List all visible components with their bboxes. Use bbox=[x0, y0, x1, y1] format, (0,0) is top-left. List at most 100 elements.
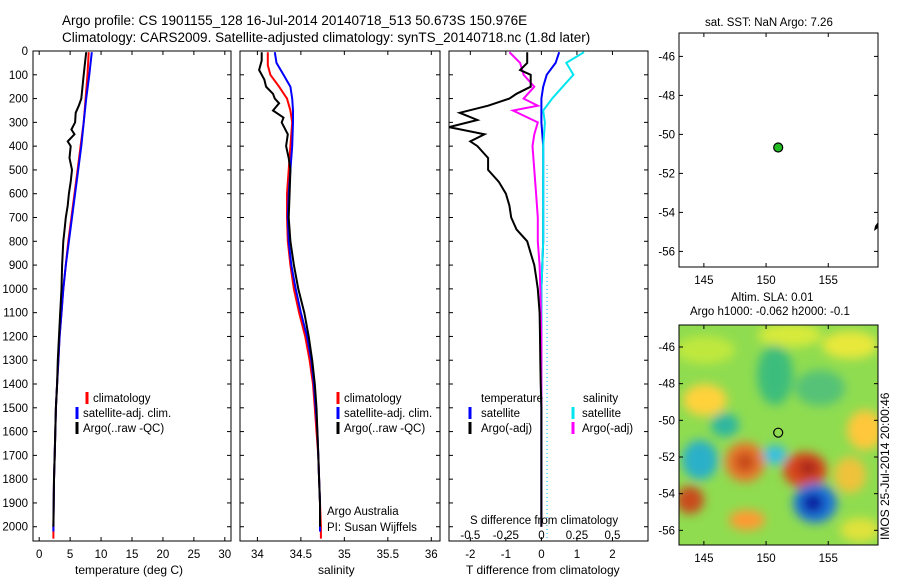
coastline-fragment bbox=[874, 222, 878, 231]
sla-blob bbox=[840, 518, 878, 542]
difference-top-label: S difference from climatology bbox=[470, 515, 618, 527]
legend-header-temperature: temperature bbox=[481, 393, 543, 405]
series-satellite bbox=[52, 52, 93, 532]
difference-x-ticks: -2 -1 0 1 2 bbox=[465, 51, 616, 561]
salinity-x-ticks: 34 34.5 35 35.5 36 bbox=[251, 51, 438, 561]
sla-blob bbox=[679, 336, 735, 364]
x-tick-label: 36 bbox=[425, 549, 438, 561]
sla-blob bbox=[834, 457, 866, 493]
sla-map-title-2: Argo h1000: -0.062 h2000: -0.1 bbox=[690, 306, 850, 318]
x-tick-label: 35 bbox=[338, 549, 351, 561]
temperature-series bbox=[52, 52, 93, 539]
s-diff-tick-label: 0 bbox=[538, 530, 544, 542]
s-diff-tick-label: 0.25 bbox=[566, 530, 588, 542]
sla-heatmap bbox=[679, 325, 878, 545]
difference-x-label: T difference from climatology bbox=[466, 563, 620, 577]
depth-tick-label: 1000 bbox=[2, 284, 28, 296]
x-tick-label: 35.5 bbox=[377, 549, 399, 561]
institution-label: Argo Australia bbox=[327, 506, 399, 518]
sla-blob bbox=[763, 445, 787, 465]
sla-blob bbox=[822, 331, 878, 359]
map-x-tick-label: 145 bbox=[694, 275, 713, 287]
series-argo bbox=[52, 52, 88, 527]
depth-tick-label: 700 bbox=[9, 213, 28, 225]
sla-blob bbox=[795, 370, 845, 406]
salinity-panel: 34 34.5 35 35.5 36 salinity climatology sate… bbox=[239, 50, 441, 577]
legend-label-climatology: climatology bbox=[344, 393, 402, 405]
depth-tick-labels: 0 100 200 300 400 500 600 700 800 900 1000 1100 1200… bbox=[2, 46, 648, 534]
depth-tick-label: 1900 bbox=[2, 498, 28, 510]
depth-tick-label: 200 bbox=[9, 94, 28, 106]
x-tick-label: 5 bbox=[67, 549, 73, 561]
map-y-tick-label: -52 bbox=[658, 452, 675, 464]
x-tick-label: 15 bbox=[126, 549, 139, 561]
series-argo_temp_diff bbox=[448, 52, 543, 527]
x-tick-label: 0 bbox=[36, 549, 42, 561]
sla-blob bbox=[758, 325, 822, 347]
depth-tick-label: 1700 bbox=[2, 450, 28, 462]
series-sal_diff_satellite bbox=[540, 51, 585, 527]
map-y-tick-label: -52 bbox=[658, 168, 675, 180]
depth-tick-label: 800 bbox=[9, 236, 28, 248]
sla-map-panel: Altim. SLA: 0.01 Argo h1000: -0.062 h200… bbox=[658, 292, 879, 565]
depth-tick-label: 400 bbox=[9, 141, 28, 153]
x-tick-label: 30 bbox=[218, 549, 231, 561]
depth-tick-label: 600 bbox=[9, 189, 28, 201]
map-y-tick-label: -56 bbox=[658, 246, 675, 258]
difference-legend: temperature satellite Argo(-adj) salinit… bbox=[468, 393, 633, 435]
legend-label-temp-satellite: satellite bbox=[481, 408, 520, 420]
sla-blob bbox=[729, 510, 765, 530]
map-y-tick-label: -48 bbox=[658, 379, 675, 391]
depth-tick-label: 1400 bbox=[2, 379, 28, 391]
legend-header-salinity: salinity bbox=[583, 393, 618, 405]
x-tick-label: 34.5 bbox=[290, 549, 312, 561]
depth-tick-label: 1200 bbox=[2, 331, 28, 343]
x-tick-label: 1 bbox=[574, 549, 580, 561]
series-sal_diff_argo bbox=[508, 51, 543, 527]
legend-label-satellite: satellite-adj. clim. bbox=[344, 408, 432, 420]
sla-map-points bbox=[773, 427, 784, 438]
difference-panel: -2 -1 0 1 2 S difference from climatology -0… bbox=[448, 50, 649, 577]
sst-map-title: sat. SST: NaN Argo: 7.26 bbox=[705, 17, 833, 29]
depth-tick-label: 1600 bbox=[2, 427, 28, 439]
map-y-tick-label: -48 bbox=[658, 90, 675, 102]
figure-title-line1: Argo profile: CS 1901155_128 16-Jul-2014… bbox=[62, 13, 528, 28]
sst-map-panel: sat. SST: NaN Argo: 7.26 145 150 155 -46 -48… bbox=[658, 17, 879, 287]
depth-tick-label: 900 bbox=[9, 260, 28, 272]
legend-label-sal-argo: Argo(-adj) bbox=[582, 423, 633, 435]
sla-map-ticks: 145 150 155 -46 -48 -50 -52 -54 -56 bbox=[658, 325, 878, 565]
pi-label: PI: Susan Wijffels bbox=[327, 522, 417, 534]
legend-label-argo: Argo(..raw -QC) bbox=[344, 423, 425, 435]
depth-tick-label: 2000 bbox=[2, 522, 28, 534]
map-y-tick-label: -46 bbox=[658, 342, 675, 354]
depth-tick-label: 0 bbox=[22, 46, 28, 58]
difference-axes-frame bbox=[448, 50, 649, 542]
figure-title-line2: Climatology: CARS2009. Satellite-adjuste… bbox=[62, 30, 591, 45]
x-tick-label: 2 bbox=[609, 549, 615, 561]
map-x-tick-label: 155 bbox=[819, 553, 838, 565]
depth-tick-label: 100 bbox=[9, 70, 28, 82]
map-y-tick-label: -54 bbox=[658, 489, 675, 501]
sla-blob bbox=[711, 413, 739, 437]
x-tick-label: 0 bbox=[538, 549, 544, 561]
legend-label-argo: Argo(..raw -QC) bbox=[83, 423, 164, 435]
sla-blob bbox=[847, 410, 878, 450]
salinity-series bbox=[258, 52, 322, 539]
sla-map-frame bbox=[678, 324, 879, 546]
temperature-x-label: temperature (deg C) bbox=[75, 563, 183, 577]
x-tick-label: 34 bbox=[251, 549, 264, 561]
sla-map-title-1: Altim. SLA: 0.01 bbox=[731, 292, 813, 304]
map-x-tick-label: 145 bbox=[694, 553, 713, 565]
depth-tick-label: 300 bbox=[9, 117, 28, 129]
temperature-panel: 0100200300400500600700800900100011001200… bbox=[2, 46, 648, 577]
legend-label-satellite: satellite-adj. clim. bbox=[83, 408, 171, 420]
salinity-difference-ticks: -0.5 -0.25 0 0.25 0.5 bbox=[460, 530, 620, 542]
map-y-tick-label: -50 bbox=[658, 415, 675, 427]
series-argo bbox=[258, 52, 321, 527]
sla-blob bbox=[683, 384, 727, 416]
salinity-x-label: salinity bbox=[318, 563, 355, 577]
map-x-tick-label: 150 bbox=[756, 553, 775, 565]
s-diff-tick-label: -0.25 bbox=[493, 530, 519, 542]
map-y-tick-label: -50 bbox=[658, 129, 675, 141]
